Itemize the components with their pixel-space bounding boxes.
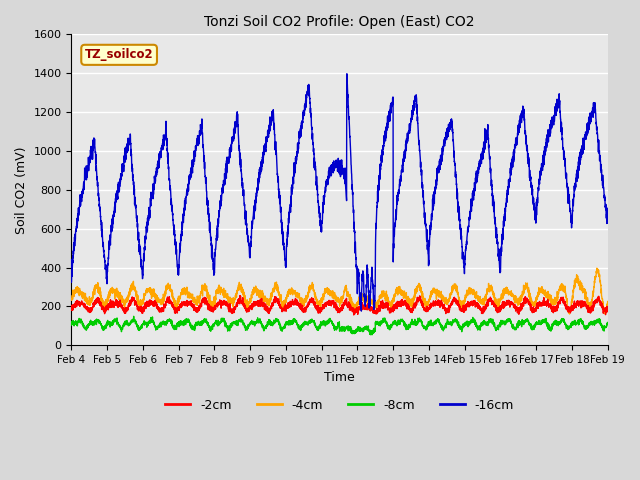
- Y-axis label: Soil CO2 (mV): Soil CO2 (mV): [15, 146, 28, 234]
- X-axis label: Time: Time: [324, 371, 355, 384]
- Text: TZ_soilco2: TZ_soilco2: [85, 48, 154, 61]
- Legend: -2cm, -4cm, -8cm, -16cm: -2cm, -4cm, -8cm, -16cm: [160, 394, 519, 417]
- Title: Tonzi Soil CO2 Profile: Open (East) CO2: Tonzi Soil CO2 Profile: Open (East) CO2: [204, 15, 475, 29]
